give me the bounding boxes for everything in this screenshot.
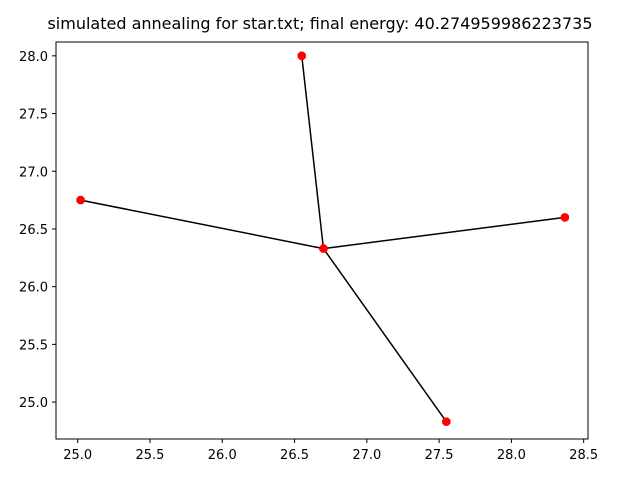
y-tick-label: 26.5	[19, 223, 48, 238]
x-tick-label: 26.5	[280, 448, 309, 463]
y-tick-label: 25.0	[19, 396, 48, 411]
edge-line	[323, 216, 565, 250]
points-layer	[76, 51, 570, 426]
x-tick-label: 28.0	[497, 448, 526, 463]
chart-title: simulated annealing for star.txt; final …	[47, 14, 592, 33]
y-tick-label: 28.0	[19, 50, 48, 65]
x-tick-label: 25.0	[63, 448, 92, 463]
y-tick-label: 27.5	[19, 108, 48, 123]
edge-line	[301, 55, 325, 249]
y-axis: 25.0 25.5 26.0 26.5 27.0 27.5 28.0	[19, 50, 56, 411]
y-tick-label: 26.0	[19, 281, 48, 296]
x-tick-label: 27.0	[352, 448, 381, 463]
x-tick-label: 27.5	[425, 448, 454, 463]
y-tick-label: 27.0	[19, 165, 48, 180]
data-point	[297, 51, 306, 61]
edge-line	[322, 248, 447, 423]
data-point	[442, 417, 451, 426]
y-tick-label: 25.5	[19, 338, 48, 353]
x-tick-label: 26.0	[208, 448, 237, 463]
data-point	[319, 244, 328, 253]
x-tick-label: 25.5	[135, 448, 164, 463]
data-point	[560, 213, 570, 222]
x-tick-label: 28.5	[569, 448, 598, 463]
axes-frame	[55, 41, 589, 440]
plot-border	[55, 41, 589, 440]
edge-line	[80, 199, 324, 250]
edges-layer	[80, 55, 565, 423]
x-axis: 25.0 25.5 26.0 26.5 27.0 27.5 28.0 28.5	[63, 439, 598, 463]
data-point	[76, 195, 85, 205]
